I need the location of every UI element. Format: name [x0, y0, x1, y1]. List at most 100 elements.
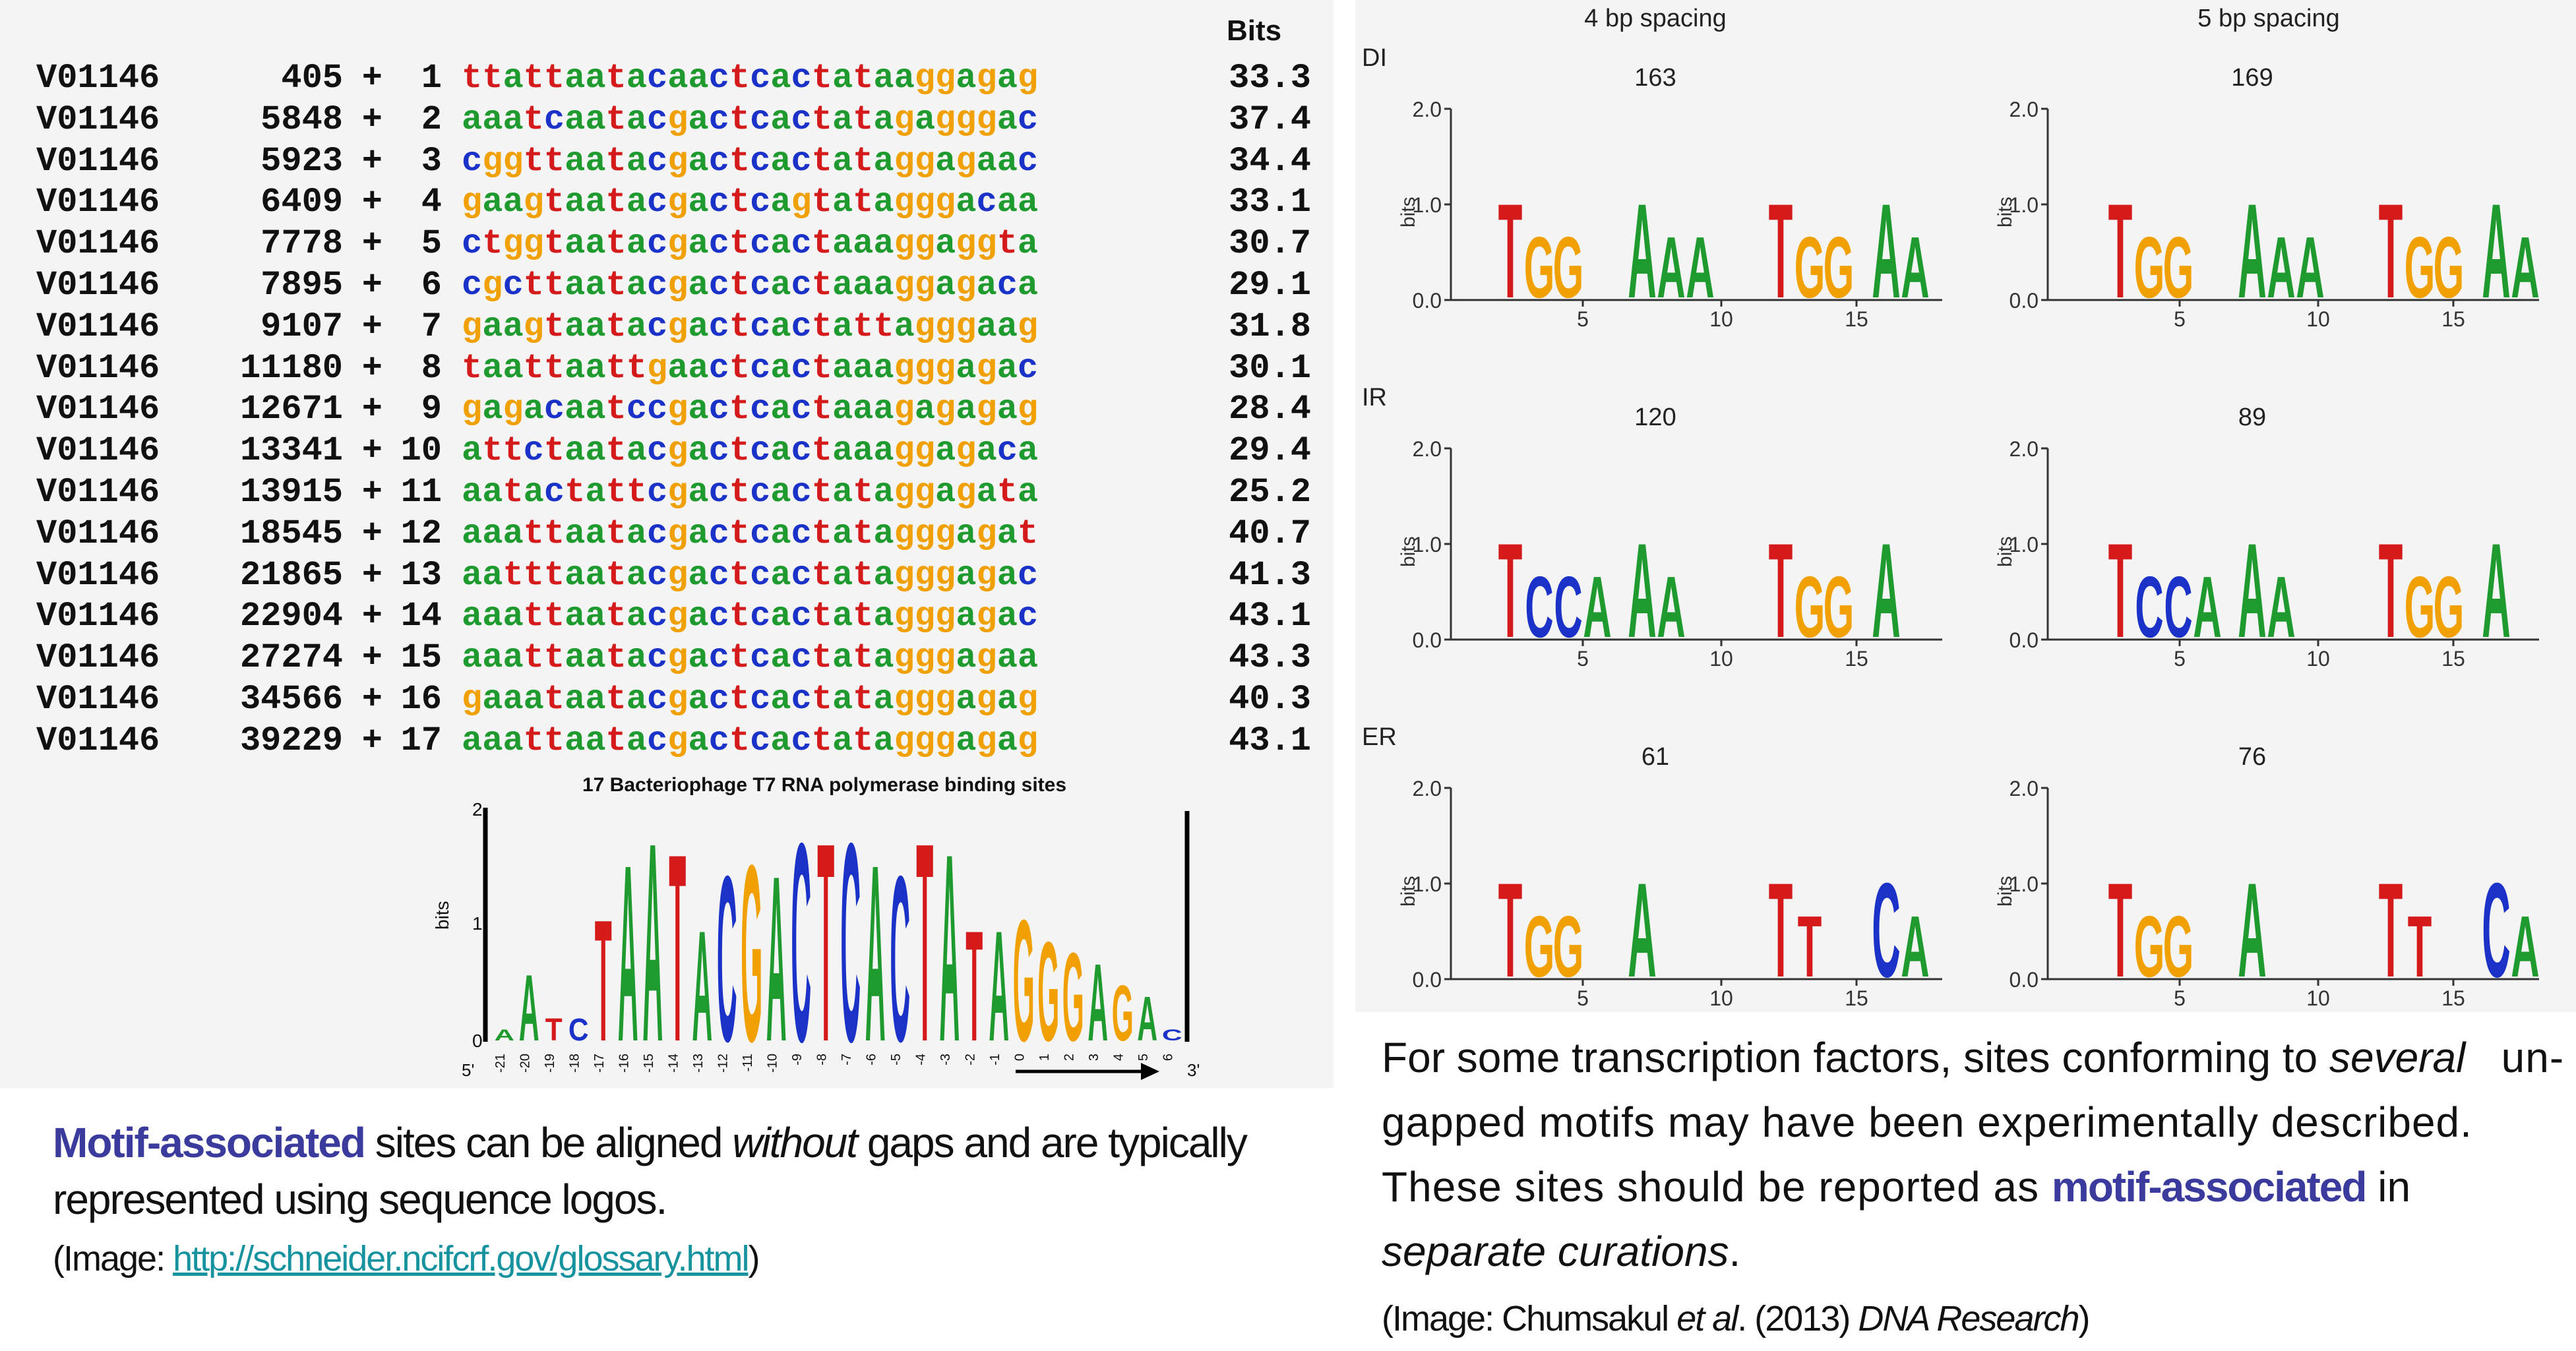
logo-xtick: -4 [913, 1054, 928, 1066]
alignment-row: V01146 7778 +5 ctggtaatacgactcactaaaggaggta… [36, 224, 1311, 264]
site-index: 8 [421, 348, 442, 388]
logo-letter-a: A [494, 1027, 514, 1044]
motif-letter-a: A [1901, 218, 1929, 316]
site-index: 10 [400, 431, 442, 471]
x-tick-label: 15 [2441, 307, 2465, 331]
x-tick-label: 15 [1845, 986, 1868, 1010]
logo-xtick: -16 [617, 1054, 631, 1073]
y-tick-label: 2.0 [2009, 98, 2039, 121]
accession: V01146 [36, 266, 160, 305]
caption-text: gaps and are typically represented using… [53, 1119, 1248, 1223]
x-tick-label: 15 [1845, 307, 1868, 331]
image-credit: (Image: http://schneider.ncifcrf.gov/glo… [53, 1239, 760, 1278]
logo-ytick-1: 1 [472, 913, 483, 934]
panel-ylabel: bits [1397, 536, 1419, 567]
logo-xtick: -12 [716, 1054, 730, 1073]
site-sequence: aaattaatacgactcactatagggagaa [462, 638, 1039, 678]
x-tick-label: 10 [2306, 307, 2330, 331]
bits-score: 30.7 [1229, 224, 1311, 264]
logo-xtick: 2 [1062, 1054, 1076, 1061]
logo-letter-a: A [766, 827, 787, 1088]
accession: V01146 [36, 307, 160, 346]
site-sequence: aaatcaatacgactcactatagagggac [462, 100, 1039, 139]
motif-letter-a: A [2511, 897, 2539, 995]
motif-letter-g: G [1824, 218, 1855, 316]
bits-score: 31.8 [1229, 307, 1311, 346]
y-tick-label: 2.0 [1413, 777, 1442, 800]
position: 5923 [261, 141, 343, 181]
logo-letter-a: A [989, 899, 1009, 1075]
logo-letter-a: A [865, 812, 886, 1088]
motif-letter-c: C [2482, 855, 2510, 1005]
y-tick-label: 2.0 [1413, 98, 1442, 121]
bits-score: 40.3 [1229, 680, 1311, 719]
motif-letter-a: A [1628, 855, 1656, 1005]
position: 12671 [239, 390, 343, 429]
strand: + [361, 680, 383, 719]
motif-letter-g: G [1553, 218, 1584, 316]
logo-xtick: -11 [741, 1054, 755, 1071]
bits-score: 37.4 [1229, 100, 1311, 139]
logo-xtick: 1 [1037, 1054, 1052, 1061]
motif-letter-t: T [2108, 515, 2133, 665]
site-count: 169 [2231, 64, 2273, 92]
x-tick-label: 10 [1709, 986, 1733, 1010]
motif-letter-t: T [1769, 175, 1793, 326]
accession: V01146 [36, 680, 160, 719]
y-tick-label: 2.0 [2009, 777, 2039, 800]
logo-letter-t: T [669, 799, 686, 1088]
row-label-di: DI [1362, 44, 1387, 72]
motif-letter-g: G [2134, 218, 2165, 316]
logo-xtick: -21 [493, 1054, 508, 1073]
credit-suffix: ) [748, 1239, 760, 1278]
site-sequence: gaagtaatacgactcagtatagggacaa [462, 183, 1039, 222]
t7-sequence-logo: 17 Bacteriophage T7 RNA polymerase bindi… [435, 774, 1200, 1088]
strand: + [361, 555, 383, 595]
logo-grid-svg: 4 bp spacing 5 bp spacing DI 163 0.0 1.0 2.0… [1362, 5, 2540, 1010]
logo-xtick: -17 [592, 1054, 607, 1073]
site-sequence: ttattaatacaactcactataaggagag [462, 59, 1039, 98]
logo-letter-g: G [1062, 928, 1084, 1068]
logo-letter-c: C [890, 827, 910, 1088]
site-index: 7 [421, 307, 442, 346]
strand: + [361, 141, 383, 181]
logo-xtick: -9 [790, 1054, 805, 1066]
site-index: 17 [400, 721, 442, 760]
motif-letter-c: C [2164, 558, 2192, 655]
alignment-row: V01146 7895 +6 cgcttaatacgactcactaaaggagaca… [36, 265, 1311, 306]
logo-letter-t: T [817, 783, 834, 1088]
motif-letter-a: A [2267, 218, 2295, 316]
site-index: 16 [400, 680, 442, 719]
motif-letter-a: A [2482, 175, 2510, 326]
site-index: 12 [400, 514, 442, 553]
accession: V01146 [36, 224, 160, 264]
logo-xtick: -19 [543, 1054, 557, 1073]
accession: V01146 [36, 59, 160, 98]
position: 21865 [239, 555, 343, 595]
logo-xtick: -14 [666, 1054, 681, 1073]
y-tick-label: 1.0 [1413, 193, 1442, 217]
logo-letter-a: A [618, 812, 638, 1088]
strand: + [361, 721, 383, 760]
logo-xtick: -10 [765, 1054, 780, 1073]
alignment-row: V01146 13341 +10 attctaatacgactcactaaaggaga… [36, 431, 1311, 471]
glossary-link[interactable]: http://schneider.ncifcrf.gov/glossary.ht… [173, 1239, 749, 1278]
bits-score: 43.3 [1229, 638, 1311, 678]
motif-letter-g: G [1524, 897, 1555, 995]
accession: V01146 [36, 638, 160, 678]
motif-logo-grid: 4 bp spacing 5 bp spacing DI 163 0.0 1.0 2.0… [1355, 0, 2576, 1012]
motif-letter-t: T [1498, 515, 1523, 665]
motif-letter-t: T [2408, 897, 2432, 995]
site-sequence: aaattaatacgactcactatagggagac [462, 597, 1039, 636]
caption-text: For some transcription factors, sites co… [1382, 1034, 2329, 1081]
arrow-head-icon [1141, 1063, 1159, 1080]
logo-letter-g: G [1037, 913, 1059, 1071]
caption-italic: without [732, 1119, 858, 1166]
site-sequence: cgcttaatacgactcactaaaggagaca [462, 266, 1039, 305]
y-tick-label: 1.0 [2009, 533, 2039, 556]
logo-letter-g: G [1013, 884, 1035, 1077]
position: 22904 [239, 597, 343, 636]
position: 405 [281, 59, 343, 98]
motif-letter-a: A [1657, 558, 1685, 655]
bits-score: 34.4 [1229, 141, 1311, 181]
